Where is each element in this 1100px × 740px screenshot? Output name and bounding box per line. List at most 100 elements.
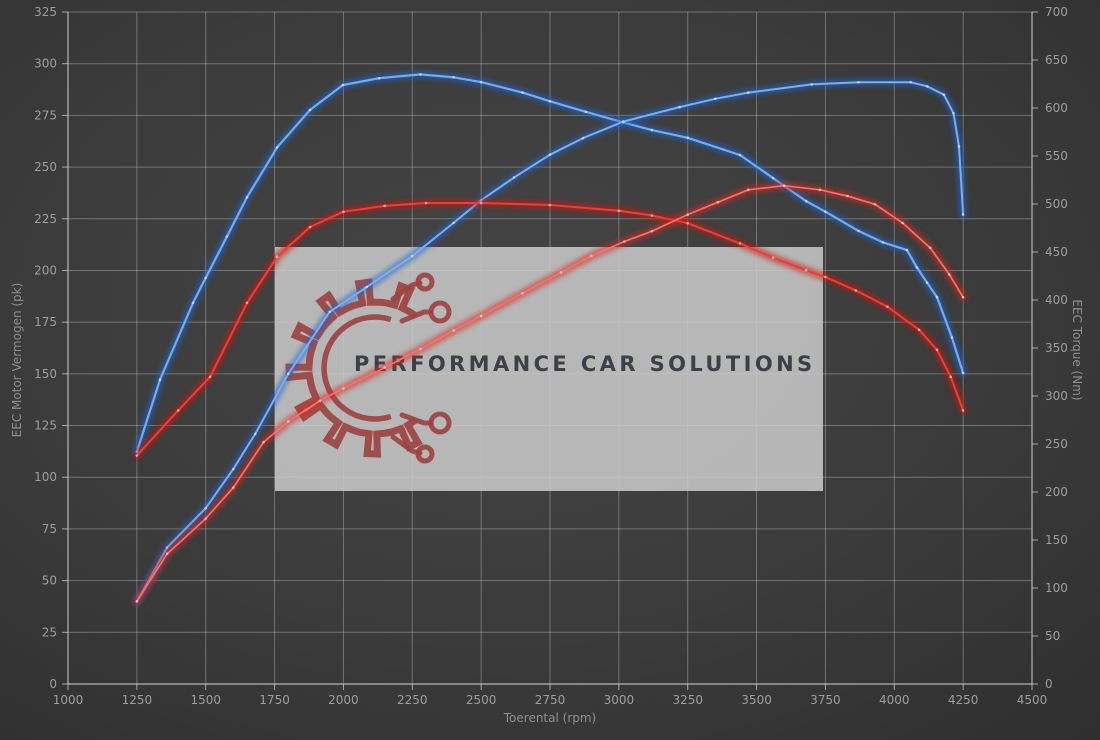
original-power-red-marker [961, 296, 965, 299]
y-left-tick-label: 50 [42, 574, 57, 588]
y-right-tick-label: 450 [1045, 245, 1068, 259]
y-right-tick-label: 200 [1045, 485, 1068, 499]
tuned-torque-blue-marker [135, 450, 139, 454]
original-torque-red-marker [650, 214, 654, 217]
tuned-power-blue-marker [165, 546, 169, 549]
y-left-tick-label: 225 [34, 212, 57, 226]
tuned-power-blue-marker [952, 112, 955, 115]
original-power-red-marker [686, 213, 689, 216]
y-left-tick-label: 100 [34, 470, 57, 484]
original-torque-red-marker [738, 242, 742, 245]
original-torque-red-marker [383, 204, 387, 208]
x-tick-label: 1250 [122, 693, 153, 707]
original-torque-red-marker [949, 375, 952, 379]
tuned-power-blue-marker [254, 432, 257, 436]
original-torque-red-marker [824, 275, 827, 279]
watermark-box: PERFORMANCE CAR SOLUTIONS [275, 247, 823, 491]
x-tick-label: 1750 [259, 693, 290, 707]
tuned-power-blue-marker [622, 120, 625, 123]
x-tick-label: 2250 [397, 693, 428, 707]
tuned-torque-blue-marker [950, 336, 954, 339]
tuned-torque-blue-marker [905, 248, 909, 252]
y-right-tick-label: 650 [1045, 53, 1068, 67]
original-power-red-marker [846, 194, 849, 198]
circuit-trace [390, 280, 423, 302]
tuned-power-blue-marker [232, 467, 235, 471]
original-power-red-marker [165, 552, 169, 555]
y-right-tick-label: 150 [1045, 533, 1068, 547]
original-power-red-marker [135, 600, 139, 603]
y-left-tick-label: 25 [42, 625, 57, 639]
original-torque-red-marker [548, 203, 552, 207]
tuned-power-blue-marker [857, 81, 860, 84]
tuned-torque-blue-marker [915, 266, 919, 269]
original-torque-red-marker [886, 305, 889, 309]
y-right-tick-label: 550 [1045, 149, 1068, 163]
tuned-torque-blue-marker [275, 146, 279, 149]
tuned-torque-blue-marker [521, 91, 524, 94]
y-left-tick-label: 275 [34, 108, 57, 122]
original-power-red-marker [262, 440, 265, 444]
y-left-tick-label: 200 [34, 263, 57, 277]
tuned-torque-blue-marker [479, 80, 483, 84]
x-tick-label: 4250 [948, 693, 979, 707]
original-torque-red-marker [686, 221, 689, 225]
x-tick-label: 3000 [604, 693, 635, 707]
original-torque-red-marker [854, 289, 857, 292]
original-torque-red-marker [424, 201, 428, 205]
y-axis-left-title: EEC Motor Vermogen (pk) [10, 282, 24, 438]
y-right-tick-label: 350 [1045, 341, 1068, 355]
original-torque-red-marker [961, 409, 965, 412]
tuned-torque-blue-marker [650, 128, 654, 132]
original-power-red-marker [873, 203, 877, 206]
x-tick-label: 2750 [535, 693, 566, 707]
original-torque-red-marker [617, 209, 621, 212]
tuned-power-blue-marker [942, 93, 946, 96]
original-torque-red-marker [208, 375, 212, 379]
tuned-power-blue-marker [581, 136, 585, 140]
tuned-power-blue-marker [957, 145, 961, 148]
tuned-torque-blue-marker [225, 235, 229, 238]
tuned-power-blue-marker [678, 105, 681, 109]
original-torque-red-marker [135, 454, 139, 457]
circuit-node [415, 272, 435, 292]
tuned-power-blue-marker [479, 198, 483, 202]
original-power-red-marker [928, 246, 932, 249]
y-right-tick-label: 300 [1045, 389, 1068, 403]
tuned-power-blue-marker [452, 221, 455, 225]
x-tick-label: 2000 [328, 693, 359, 707]
circuit-trace [399, 412, 434, 426]
y-left-tick-label: 300 [34, 57, 57, 71]
y-right-tick-label: 50 [1045, 629, 1060, 643]
x-tick-label: 2500 [466, 693, 497, 707]
original-torque-red-marker [935, 348, 939, 352]
tuned-torque-blue-marker [341, 83, 345, 87]
circuit-node [428, 411, 452, 435]
y-right-tick-label: 0 [1045, 677, 1053, 691]
original-torque-red-marker [917, 328, 921, 332]
tuned-power-blue-marker [135, 600, 139, 603]
circuit-trace [390, 434, 423, 456]
tuned-torque-blue-marker [824, 210, 827, 213]
y-right-tick-label: 100 [1045, 581, 1068, 595]
watermark-text: PERFORMANCE CAR SOLUTIONS [354, 352, 816, 376]
circuit-trace [399, 309, 434, 324]
y-left-tick-label: 0 [49, 677, 57, 691]
x-tick-label: 3250 [672, 693, 703, 707]
tuned-torque-blue-marker [935, 295, 939, 299]
original-power-red-marker [650, 229, 654, 233]
tuned-torque-blue-marker [377, 76, 381, 80]
original-power-red-marker [818, 188, 822, 192]
x-tick-label: 4000 [879, 693, 910, 707]
x-tick-label: 1500 [190, 693, 221, 707]
circuit-node [428, 300, 452, 324]
tuned-torque-blue-marker [771, 176, 775, 180]
y-right-tick-label: 400 [1045, 293, 1068, 307]
circuit-node [415, 444, 435, 464]
y-left-tick-label: 175 [34, 315, 57, 329]
original-torque-red-marker [342, 210, 345, 213]
tuned-torque-blue-marker [738, 153, 742, 157]
tuned-torque-blue-marker [204, 276, 207, 280]
tuned-torque-blue-marker [308, 108, 312, 112]
